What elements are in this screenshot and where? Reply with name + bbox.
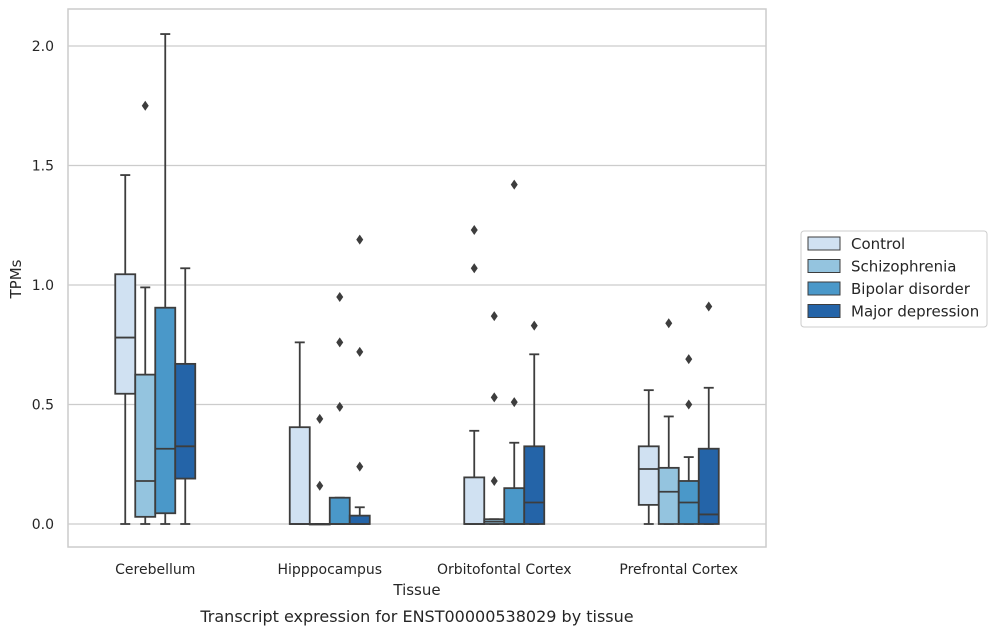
x-tick-label: Cerebellum	[115, 562, 195, 578]
y-tick-label: 2.0	[32, 39, 54, 55]
y-tick-labels: 0.0 0.5 1.0 1.5 2.0	[32, 39, 54, 533]
outlier-point	[316, 413, 324, 424]
outlier-point	[356, 234, 364, 245]
box-iqr	[637, 445, 660, 506]
outlier-point	[530, 320, 538, 331]
legend-frame	[800, 230, 988, 328]
legend-label: Schizophrenia	[851, 258, 956, 276]
outlier-point	[685, 399, 693, 410]
outlier-point	[685, 354, 693, 365]
box-1-3	[348, 234, 371, 525]
x-tick-label: Hipppocampus	[277, 562, 382, 578]
box-0-2	[154, 33, 177, 525]
box-iqr	[463, 476, 486, 525]
box-0-0	[114, 174, 137, 525]
legend: Control Schizophrenia Bipolar disorder Majo…	[800, 230, 988, 328]
box-iqr	[154, 306, 177, 515]
legend-swatch	[807, 281, 841, 296]
outlier-point	[356, 346, 364, 357]
box-groups	[114, 33, 720, 526]
outlier-point	[510, 397, 518, 408]
outlier-point	[510, 179, 518, 190]
x-axis-label: Tissue	[392, 581, 440, 599]
box-iqr	[348, 514, 371, 525]
outlier-point	[470, 263, 478, 274]
box-2-3	[523, 320, 546, 525]
outlier-point	[336, 291, 344, 302]
chart-caption: Transcript expression for ENST0000053802…	[199, 607, 633, 626]
outlier-point	[336, 401, 344, 412]
outlier-point	[490, 475, 498, 486]
box-iqr	[657, 466, 680, 525]
outlier-point	[705, 301, 713, 312]
outlier-point	[356, 461, 364, 472]
legend-swatch	[807, 259, 841, 273]
box-1-0	[288, 341, 311, 525]
outlier-point	[490, 392, 498, 403]
y-axis-label: TPMs	[7, 259, 25, 299]
outlier-point	[665, 318, 673, 329]
box-3-3	[697, 301, 720, 525]
box-3-1	[657, 318, 680, 525]
legend-swatch	[807, 304, 841, 318]
outlier-point	[336, 337, 344, 348]
outlier-point	[470, 225, 478, 236]
box-2-2	[503, 179, 526, 525]
x-tick-label: Prefrontal Cortex	[619, 562, 738, 578]
box-iqr	[697, 447, 720, 525]
box-iqr	[328, 496, 351, 525]
y-tick-label: 0.0	[32, 517, 54, 533]
box-iqr	[174, 362, 197, 480]
x-tick-labels: Cerebellum Hipppocampus Orbitofontal Corte…	[115, 562, 738, 578]
x-tick-label: Orbitofontal Cortex	[437, 562, 572, 578]
outlier-point	[490, 311, 498, 322]
box-iqr	[503, 487, 526, 525]
legend-label: Bipolar disorder	[851, 280, 971, 298]
outlier-point	[141, 100, 149, 111]
box-2-0	[463, 225, 486, 525]
y-tick-label: 1.0	[32, 278, 54, 294]
box-1-1	[308, 413, 331, 526]
legend-swatch	[807, 236, 841, 251]
box-1-2	[328, 291, 351, 525]
box-iqr	[134, 373, 157, 518]
outlier-point	[316, 480, 324, 491]
box-0-3	[174, 267, 197, 525]
box-2-1	[483, 311, 506, 525]
box-iqr	[114, 273, 137, 395]
plot-frame	[67, 8, 767, 548]
box-0-1	[134, 100, 157, 525]
y-tick-label: 1.5	[32, 159, 54, 175]
box-3-0	[637, 389, 660, 525]
box-iqr	[523, 445, 546, 525]
legend-label: Major depression	[851, 303, 979, 321]
y-tick-label: 0.5	[32, 398, 54, 414]
box-3-2	[677, 354, 700, 525]
legend-label: Control	[851, 235, 905, 253]
box-iqr	[288, 426, 311, 525]
